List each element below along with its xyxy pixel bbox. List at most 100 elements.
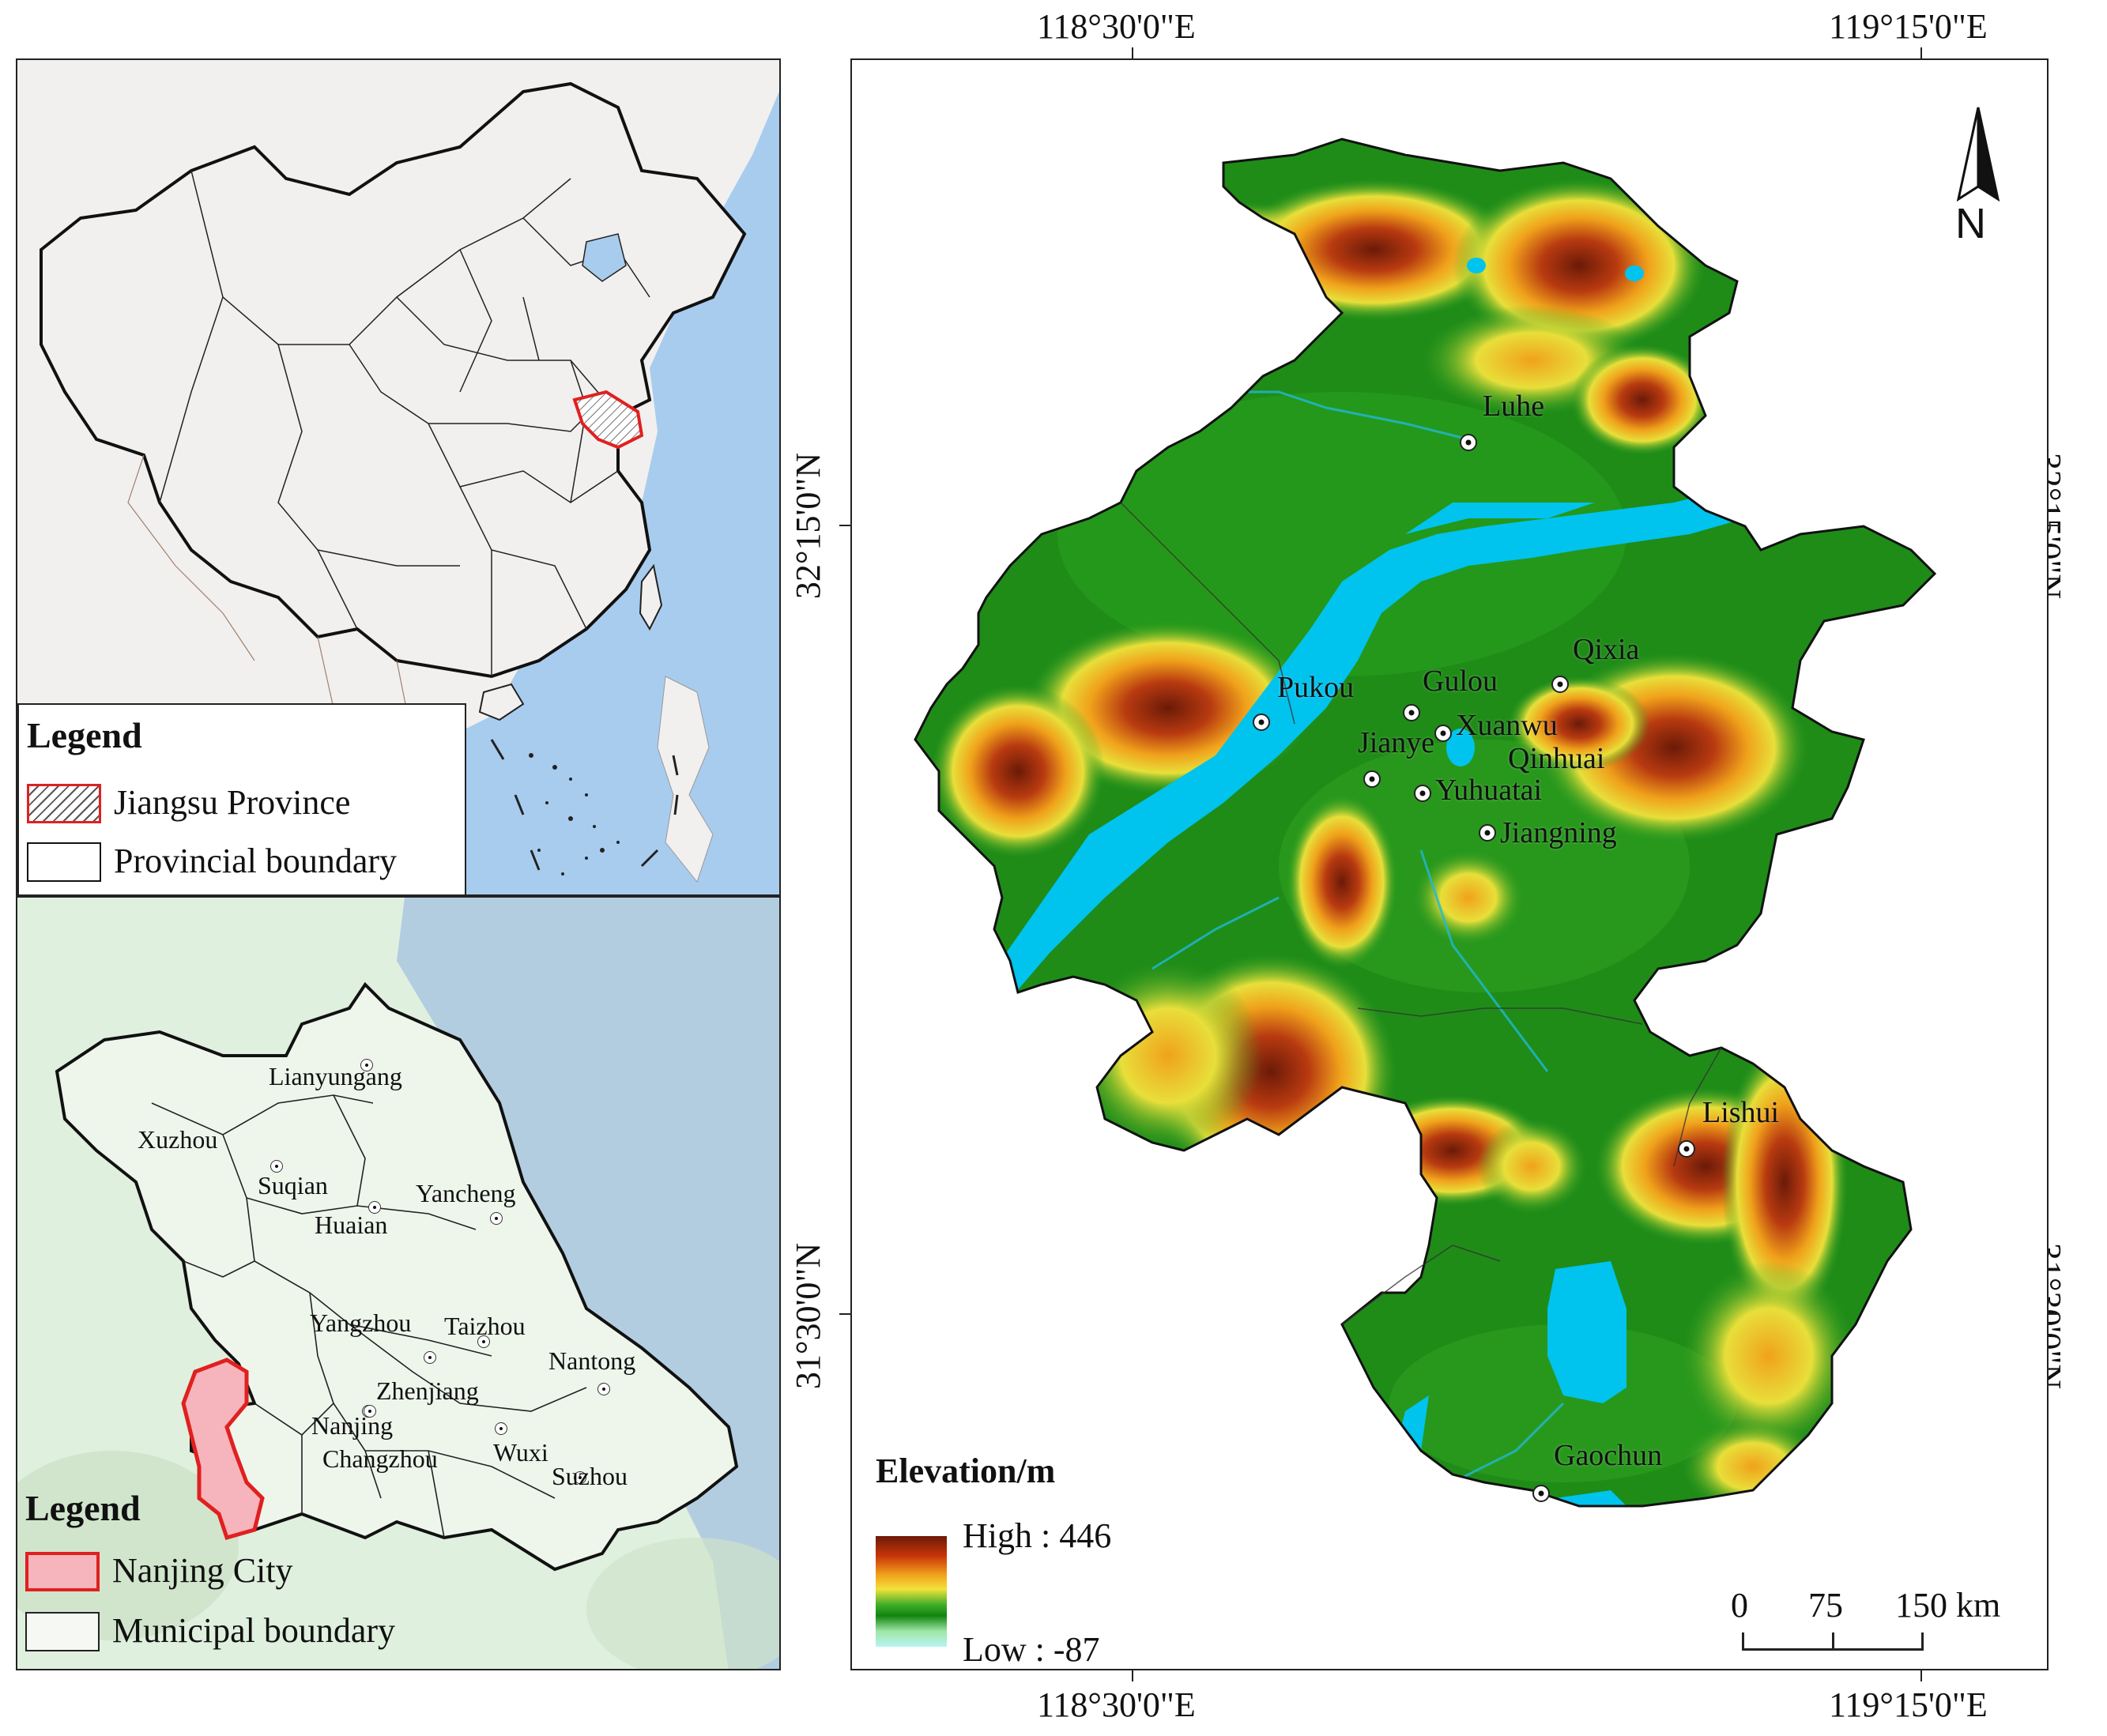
changzhou-label: Changzhou [322, 1444, 438, 1473]
yancheng-label: Yancheng [416, 1179, 516, 1207]
jiangsu-legend: Legend Nanjing City Municipal boundary [17, 1476, 779, 1669]
jianye-dot [1363, 770, 1381, 788]
scale-bar-tick-right [1921, 1632, 1924, 1650]
nanjing-dot [364, 1405, 376, 1418]
provincial-boundary-legend-label: Provincial boundary [114, 842, 398, 880]
frame-tick-bottom-1 [1132, 1670, 1133, 1681]
china-map-svg [17, 60, 779, 894]
yangzhou-label: Yangzhou [310, 1309, 412, 1337]
jiangsu-swatch [27, 784, 101, 823]
yangtze-river [978, 455, 1879, 1008]
nanjing-dem-map: Luhe Pukou Gulou Qixia Xuanwu Jianye Qin… [850, 58, 2049, 1670]
xuzhou-label: Xuzhou [138, 1125, 218, 1154]
jiangsu-province-highlight [572, 390, 644, 450]
elevation-legend-title: Elevation/m [876, 1452, 1056, 1490]
frame-tick-left-1 [839, 525, 850, 526]
nanjing-highlight [181, 1358, 265, 1541]
left-lat-label-2: 31°30'0"N [789, 1242, 828, 1390]
xuanwu-label: Xuanwu [1456, 709, 1558, 742]
xuanwu-dot [1434, 725, 1452, 742]
china-legend-title: Legend [27, 715, 142, 755]
shijiu-lake [1547, 1261, 1626, 1403]
huaian-label: Huaian [315, 1211, 388, 1239]
yuhuatai-label: Yuhuatai [1435, 774, 1543, 807]
nanjing-legend-label: Nanjing City [112, 1551, 293, 1590]
elevation-high-label: High : 446 [963, 1516, 1112, 1555]
frame-tick-top-2 [1920, 47, 1922, 58]
top-lon-label-1: 118°30'0"E [1037, 7, 1196, 46]
nanjing-label: Nanjing [311, 1411, 394, 1440]
yancheng-dot [490, 1212, 503, 1225]
bohai-sea [582, 233, 627, 282]
lianyungang-dot [360, 1059, 373, 1071]
gulou-label: Gulou [1423, 665, 1498, 698]
jiangning-dot [1479, 824, 1496, 842]
north-arrow-icon [1956, 107, 2000, 202]
changzhou-dot [495, 1422, 507, 1435]
gulou-dot [1403, 704, 1420, 721]
qixia-label: Qixia [1573, 633, 1640, 666]
elevation-low-label: Low : -87 [963, 1630, 1100, 1669]
jiangsu-map-svg [17, 898, 779, 1669]
nanjing-dem-svg [914, 137, 1936, 1508]
luhe-label: Luhe [1483, 390, 1545, 423]
nine-dash-line [490, 739, 679, 871]
taizhou-label: Taizhou [444, 1312, 526, 1340]
china-locator-map: Legend Jiangsu Province Provincial bound… [16, 58, 781, 896]
scale-tick-0: 0 [1731, 1586, 1748, 1625]
qinhuai-label: Qinhuai [1508, 742, 1605, 775]
suqian-label: Suqian [258, 1171, 328, 1199]
lianyungang-label: Lianyungang [269, 1062, 402, 1090]
wuxi-label: Wuxi [493, 1438, 548, 1467]
hainan-island [478, 683, 525, 721]
frame-tick-right-2 [2049, 1313, 2060, 1315]
luhe-dot [1460, 434, 1477, 451]
qixia-dot [1551, 676, 1569, 693]
frame-tick-right-1 [2049, 525, 2060, 526]
frame-tick-left-2 [839, 1313, 850, 1315]
xuzhou-dot [270, 1160, 283, 1173]
south-china-sea-islands [529, 753, 620, 876]
taiwan-island [639, 563, 663, 631]
scale-bar-tick-left [1742, 1632, 1744, 1650]
nanjing-swatch [25, 1552, 100, 1591]
gaochun-dot [1532, 1485, 1550, 1502]
suzhou-label: Suzhou [552, 1462, 628, 1490]
frame-tick-top-1 [1132, 47, 1133, 58]
jiangsu-legend-label: Jiangsu Province [114, 783, 351, 822]
lishui-label: Lishui [1702, 1096, 1780, 1129]
municipal-boundary-legend-label: Municipal boundary [112, 1611, 396, 1650]
taizhou-dot [477, 1335, 490, 1348]
bottom-lon-label-1: 118°30'0"E [1037, 1685, 1196, 1724]
nantong-dot [597, 1383, 610, 1395]
jiangsu-legend-title: Legend [25, 1488, 141, 1528]
left-lat-label-1: 32°15'0"N [789, 452, 828, 600]
scale-tick-150: 150 km [1895, 1586, 2001, 1625]
north-arrow-label: N [1955, 200, 1986, 247]
huaian-dot [368, 1201, 381, 1214]
yuhuatai-dot [1414, 785, 1431, 802]
pukou-dot [1253, 714, 1270, 731]
top-lon-label-2: 119°15'0"E [1829, 7, 1988, 46]
yangzhou-dot [424, 1351, 436, 1364]
bottom-lon-label-2: 119°15'0"E [1829, 1685, 1988, 1724]
jiangsu-locator-map: Lianyungang Xuzhou Suqian Huaian Yanchen… [16, 896, 781, 1670]
china-legend: Legend Jiangsu Province Provincial bound… [17, 703, 466, 894]
municipal-boundary-swatch [25, 1612, 100, 1651]
lishui-dot [1678, 1140, 1695, 1158]
provincial-boundary-swatch [27, 842, 101, 882]
pukou-label: Pukou [1277, 671, 1355, 704]
jianye-label: Jianye [1358, 726, 1435, 759]
suzhou-dot [574, 1471, 586, 1484]
gaochun-label: Gaochun [1554, 1439, 1663, 1472]
municipal-boundaries [151, 1094, 587, 1538]
province-boundaries [159, 170, 650, 676]
elevation-color-ramp [876, 1536, 947, 1647]
nantong-label: Nantong [548, 1346, 636, 1375]
philippines [657, 676, 714, 883]
scale-tick-75: 75 [1808, 1586, 1843, 1625]
zhenjiang-label: Zhenjiang [376, 1376, 479, 1405]
scale-bar-tick-mid [1832, 1632, 1834, 1650]
jiangning-label: Jiangning [1500, 816, 1617, 849]
frame-tick-bottom-2 [1920, 1670, 1922, 1681]
